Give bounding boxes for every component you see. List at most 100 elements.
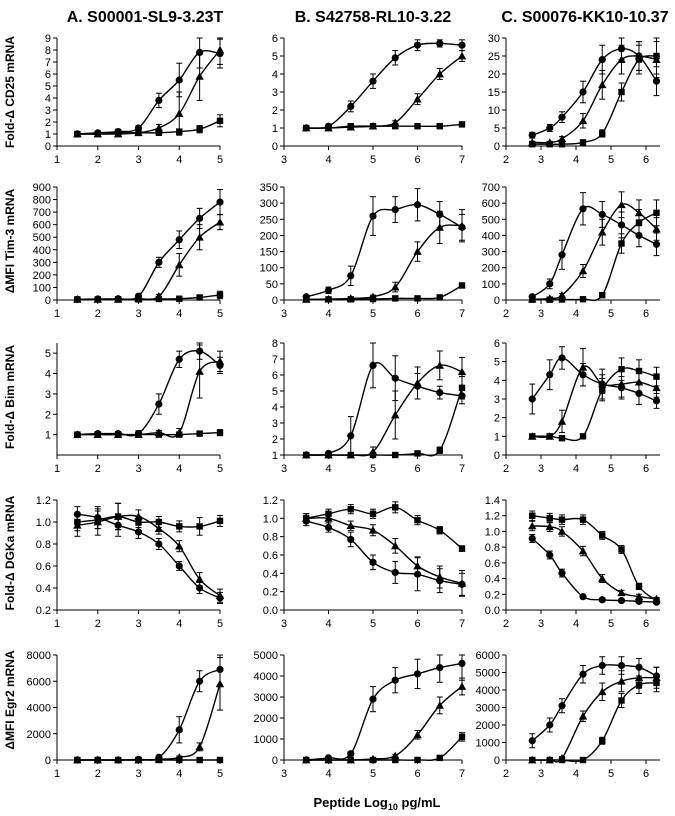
y-tick-label: 3	[494, 394, 500, 406]
data-point-circle	[558, 702, 566, 710]
y-tick-label: 8000	[27, 650, 51, 662]
data-point-triangle	[598, 228, 607, 236]
data-point-square	[135, 129, 142, 136]
y-tick-label: 3000	[254, 692, 278, 704]
y-tick-label: 100	[482, 279, 500, 291]
y-tick-label: 900	[33, 182, 51, 194]
series-line-triangle	[77, 49, 221, 135]
data-point-square	[176, 128, 183, 135]
y-tick-label: 4000	[254, 671, 278, 683]
data-point-square	[635, 367, 643, 375]
x-tick-label: 1	[54, 618, 60, 630]
x-tick-label: 4	[325, 768, 331, 780]
data-point-circle	[347, 750, 355, 758]
data-point-square	[414, 295, 421, 302]
x-tick-label: 2	[95, 463, 101, 475]
y-tick-label: 600	[482, 198, 500, 210]
x-tick-label: 4	[573, 618, 579, 630]
data-point-square	[392, 123, 399, 130]
data-point-triangle	[557, 527, 567, 535]
data-point-circle	[369, 558, 377, 566]
x-tick-label: 3	[538, 154, 544, 166]
data-point-circle	[598, 661, 606, 670]
y-tick-label: 2000	[476, 720, 500, 732]
y-tick-label: 1.4	[485, 495, 500, 507]
data-point-triangle	[598, 574, 607, 582]
data-point-circle	[579, 88, 587, 96]
x-tick-label: 2	[95, 308, 101, 320]
data-point-triangle	[545, 522, 554, 531]
panel-r2-c1: 1 2 3 4 5 6 7 8 3 4 5 6 7	[272, 338, 467, 475]
data-point-triangle	[195, 233, 204, 241]
data-point-square	[114, 296, 122, 303]
y-tick-label: 4000	[476, 685, 500, 697]
data-point-circle	[558, 354, 566, 362]
y-tick-label: 1	[45, 129, 51, 141]
data-point-circle	[558, 569, 566, 577]
x-tick-label: 3	[538, 768, 544, 780]
series-line-triangle	[306, 685, 463, 761]
data-point-circle	[546, 551, 554, 559]
data-point-square	[414, 756, 421, 764]
y-tick-label: 6	[45, 69, 51, 81]
y-tick-label: 0.2	[485, 589, 500, 601]
y-tick-label: 2	[272, 434, 278, 446]
data-point-triangle	[215, 591, 225, 600]
data-point-square	[216, 291, 224, 299]
data-point-square	[216, 517, 224, 525]
data-point-square	[114, 129, 122, 136]
y-tick-label: 150	[260, 247, 278, 259]
y-tick-label: 4	[272, 69, 278, 81]
column-title-a: A. S00001-SL9-3.23T	[67, 9, 224, 26]
data-point-triangle	[617, 677, 626, 685]
data-point-square	[347, 123, 354, 130]
y-tick-label: 7	[45, 57, 51, 69]
x-tick-label: 2	[95, 154, 101, 166]
x-tick-label: 4	[176, 154, 182, 166]
data-point-square	[558, 141, 566, 148]
data-point-square	[369, 123, 377, 130]
data-point-square	[155, 431, 163, 438]
data-point-triangle	[413, 378, 422, 387]
data-point-triangle	[617, 588, 626, 597]
x-tick-label: 6	[643, 618, 649, 630]
data-point-triangle	[391, 541, 400, 550]
data-point-triangle	[413, 95, 422, 103]
data-point-square	[196, 430, 203, 437]
x-tick-label: 4	[176, 463, 182, 475]
x-tick-label: 5	[217, 308, 223, 320]
y-tick-label: 1	[272, 450, 278, 462]
x-tick-label: 4	[573, 768, 579, 780]
series-line-triangle	[306, 55, 463, 129]
y-tick-label: 5000	[254, 650, 278, 662]
y-tick-label: 10	[488, 105, 500, 117]
data-point-triangle	[368, 526, 378, 534]
y-tick-label: 3000	[476, 703, 500, 715]
data-point-square	[599, 130, 606, 137]
y-tick-label: 0.4	[263, 568, 278, 580]
data-point-triangle	[652, 224, 661, 233]
y-tick-label: 0.8	[36, 539, 51, 551]
data-point-square	[458, 282, 466, 289]
y-tick-label: 25	[488, 51, 500, 63]
data-point-square	[579, 139, 587, 146]
x-tick-label: 2	[503, 618, 509, 630]
y-tick-label: 1.0	[263, 513, 278, 525]
y-tick-label: 200	[33, 270, 51, 282]
panel-r4-c0: 0 2000 4000 6000 8000 1 2 3 4 5	[27, 650, 225, 780]
y-tick-label: 100	[260, 263, 278, 275]
data-point-triangle	[435, 223, 444, 231]
column-title-b: B. S42758-RL10-3.22	[295, 9, 452, 26]
data-point-circle	[324, 523, 333, 532]
y-tick-label: 4000	[27, 703, 51, 715]
x-tick-label: 3	[135, 463, 141, 475]
data-point-square	[414, 450, 421, 457]
data-point-square	[155, 518, 163, 526]
data-point-square	[196, 294, 203, 301]
y-tick-label: 6	[272, 370, 278, 382]
data-point-square	[216, 117, 224, 124]
data-point-square	[546, 141, 553, 148]
data-point-circle	[391, 568, 399, 577]
y-tick-label: 4	[272, 402, 278, 414]
